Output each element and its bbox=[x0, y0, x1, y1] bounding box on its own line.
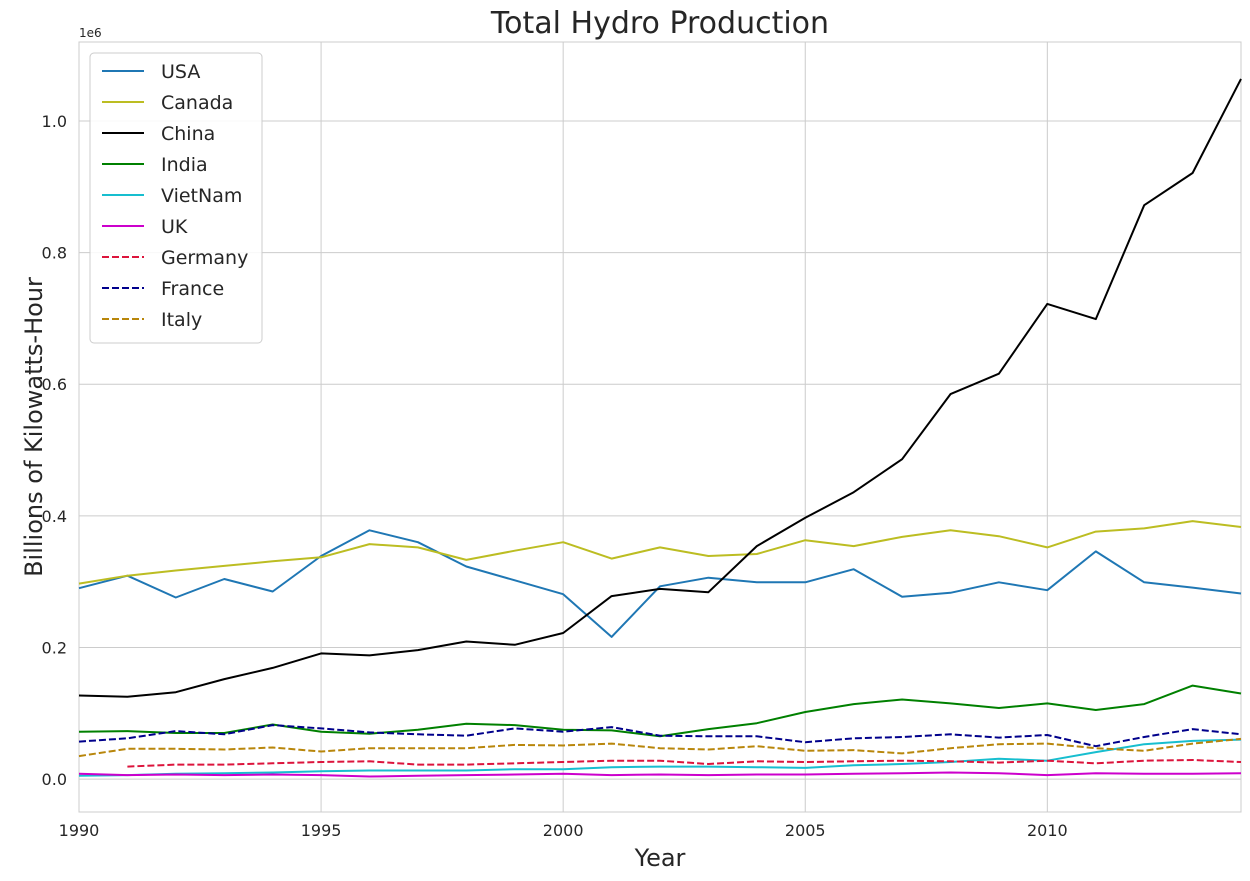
y-axis-label: Billions of Kilowatts-Hour bbox=[20, 277, 48, 577]
legend-label-france: France bbox=[161, 278, 224, 300]
y-tick-label: 0.2 bbox=[42, 638, 67, 657]
y-axis-ticks: 0.0 0.2 0.4 0.6 0.8 1.0 bbox=[42, 112, 67, 789]
x-axis-ticks: 1990 1995 2000 2005 2010 bbox=[59, 821, 1068, 840]
x-tick-label: 2000 bbox=[543, 821, 584, 840]
x-tick-label: 2005 bbox=[785, 821, 826, 840]
legend-label-uk: UK bbox=[161, 216, 188, 238]
chart-title: Total Hydro Production bbox=[490, 6, 829, 41]
series-group bbox=[78, 78, 1242, 778]
legend-label-canada: Canada bbox=[161, 92, 233, 114]
legend-label-usa: USA bbox=[161, 61, 200, 83]
y-axis-offset-text: 1e6 bbox=[79, 26, 102, 40]
series-line-germany bbox=[127, 759, 1242, 768]
legend-label-vietnam: VietNam bbox=[161, 185, 242, 207]
y-tick-label: 0.8 bbox=[42, 244, 67, 263]
x-axis-label: Year bbox=[634, 844, 686, 872]
legend: USA Canada China India VietNam UK Germany Franc… bbox=[89, 52, 263, 344]
legend-label-china: China bbox=[161, 123, 215, 145]
y-tick-label: 0.4 bbox=[42, 507, 67, 526]
y-tick-label: 0.0 bbox=[42, 770, 67, 789]
x-tick-label: 1995 bbox=[301, 821, 342, 840]
series-line-usa bbox=[78, 529, 1242, 638]
series-line-france bbox=[78, 724, 1242, 748]
y-tick-label: 0.6 bbox=[42, 375, 67, 394]
legend-label-italy: Italy bbox=[161, 309, 202, 331]
y-tick-label: 1.0 bbox=[42, 112, 67, 131]
series-line-china bbox=[78, 78, 1242, 698]
legend-label-germany: Germany bbox=[161, 247, 248, 269]
legend-box bbox=[89, 52, 263, 344]
x-tick-label: 1990 bbox=[59, 821, 100, 840]
x-tick-label: 2010 bbox=[1027, 821, 1068, 840]
series-line-italy bbox=[78, 737, 1242, 758]
grid bbox=[78, 42, 1241, 812]
series-line-uk bbox=[78, 771, 1242, 778]
legend-label-india: India bbox=[161, 154, 208, 176]
series-line-canada bbox=[78, 520, 1242, 585]
